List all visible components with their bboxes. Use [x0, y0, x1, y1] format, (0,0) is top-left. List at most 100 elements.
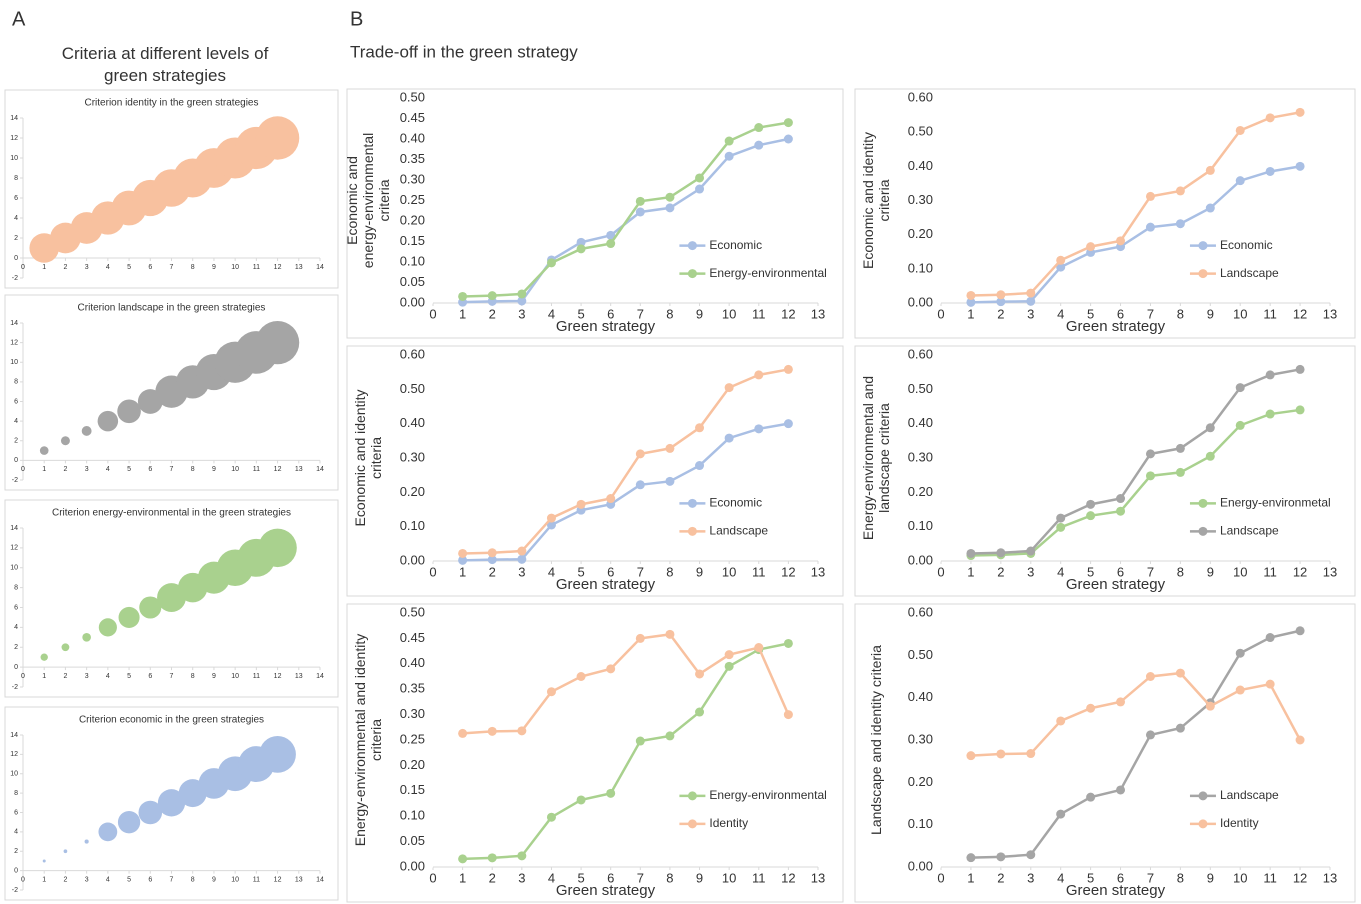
- y-tick-label: 12: [10, 545, 18, 552]
- point: [576, 499, 586, 509]
- series-line: [462, 368, 789, 555]
- bubble: [81, 425, 92, 436]
- legend-label: Identity: [1220, 816, 1259, 830]
- x-tick-label: 10: [231, 673, 239, 680]
- y-axis-label: Energy-environmental andlandscape criter…: [860, 376, 892, 540]
- point: [546, 687, 556, 697]
- point: [487, 548, 497, 558]
- y-tick-label: 0.60: [908, 346, 933, 361]
- y-tick-label: 0.40: [908, 158, 933, 173]
- x-tick-label: 6: [1117, 564, 1124, 579]
- point: [1265, 679, 1275, 689]
- legend-swatch: [687, 526, 697, 536]
- x-tick-label: 14: [316, 673, 324, 680]
- y-tick-label: 0.30: [908, 731, 933, 746]
- y-tick-label: 0.60: [400, 346, 425, 361]
- x-tick-label: 1: [967, 306, 974, 321]
- point: [1086, 511, 1096, 521]
- bubble: [39, 446, 49, 455]
- y-tick-label: 0.45: [400, 630, 425, 645]
- x-tick-label: 1: [42, 673, 46, 680]
- point: [517, 726, 527, 736]
- x-tick-label: 5: [127, 673, 131, 680]
- x-tick-label: 4: [106, 264, 110, 271]
- x-tick-label: 7: [170, 673, 174, 680]
- point: [1205, 203, 1215, 213]
- y-tick-label: 10: [10, 565, 18, 572]
- x-tick-label: 8: [666, 564, 673, 579]
- x-tick-label: 5: [577, 564, 584, 579]
- legend-swatch: [1198, 269, 1208, 279]
- line-chart: 0 1 2 3 4 5 6 7 8 9 10 11 12 130.000.100.200.300.400.…: [854, 603, 1356, 903]
- legend-label: Energy-environmental: [709, 788, 826, 802]
- legend-swatch: [687, 498, 697, 508]
- point: [695, 669, 705, 679]
- legend-label: Landscape: [709, 523, 768, 537]
- legend-label: Landscape: [1220, 523, 1279, 537]
- point: [1056, 522, 1066, 532]
- point: [1265, 113, 1275, 123]
- panel-box: [854, 603, 1356, 903]
- y-tick-label: 6: [14, 398, 18, 405]
- point: [1235, 420, 1245, 430]
- point: [1235, 383, 1245, 393]
- y-tick-label: 0.20: [908, 226, 933, 241]
- point: [1145, 222, 1155, 232]
- point: [1026, 850, 1036, 860]
- x-tick-label: 5: [1087, 870, 1094, 885]
- y-tick-label: 0.00: [908, 294, 933, 309]
- y-tick-label: 0.00: [400, 294, 425, 309]
- panel-box: [346, 345, 844, 597]
- x-tick-label: 7: [637, 306, 644, 321]
- x-tick-label: 12: [1293, 564, 1307, 579]
- x-tick-label: 13: [1323, 306, 1337, 321]
- x-tick-label: 9: [696, 564, 703, 579]
- x-tick-label: 12: [781, 870, 795, 885]
- point: [783, 118, 793, 128]
- x-tick-label: 8: [1177, 564, 1184, 579]
- point: [1235, 648, 1245, 658]
- point: [1235, 685, 1245, 695]
- legend-label: Economic: [709, 495, 762, 509]
- x-tick-label: 10: [231, 876, 239, 883]
- x-tick-label: 14: [316, 876, 324, 883]
- point: [1056, 809, 1066, 819]
- x-tick-label: 7: [637, 564, 644, 579]
- x-tick-label: 5: [1087, 564, 1094, 579]
- point: [1145, 191, 1155, 201]
- point: [724, 650, 734, 660]
- x-tick-label: 13: [295, 876, 303, 883]
- x-tick-label: 1: [967, 870, 974, 885]
- point: [966, 290, 976, 300]
- legend-label: Landscape: [1220, 266, 1279, 280]
- bubble: [84, 839, 89, 844]
- x-tick-label: 5: [577, 306, 584, 321]
- x-tick-label: 0: [21, 466, 25, 473]
- point: [606, 230, 616, 240]
- x-tick-label: 13: [295, 264, 303, 271]
- x-tick-label: 7: [1147, 564, 1154, 579]
- point: [1205, 165, 1215, 175]
- point: [724, 661, 734, 671]
- y-tick-label: 4: [14, 215, 18, 222]
- y-tick-label: 0: [14, 664, 18, 671]
- x-tick-label: 4: [548, 306, 555, 321]
- y-tick-label: 0.50: [400, 604, 425, 619]
- point: [635, 480, 645, 490]
- y-tick-label: 0.50: [908, 124, 933, 139]
- y-tick-label: 8: [14, 379, 18, 386]
- bubble: [82, 633, 91, 642]
- y-tick-label: 2: [14, 438, 18, 445]
- x-tick-label: 14: [316, 466, 324, 473]
- point: [1295, 405, 1305, 415]
- point: [487, 726, 497, 736]
- series-line: [970, 629, 1301, 859]
- series-line: [462, 422, 789, 562]
- point: [1026, 546, 1036, 556]
- bubble-chart: Criterion energy-environmental in the gr…: [4, 499, 339, 698]
- y-tick-label: 0.20: [908, 484, 933, 499]
- x-tick-label: 10: [722, 306, 736, 321]
- x-tick-label: 2: [63, 673, 67, 680]
- x-tick-label: 7: [1147, 306, 1154, 321]
- point: [1265, 166, 1275, 176]
